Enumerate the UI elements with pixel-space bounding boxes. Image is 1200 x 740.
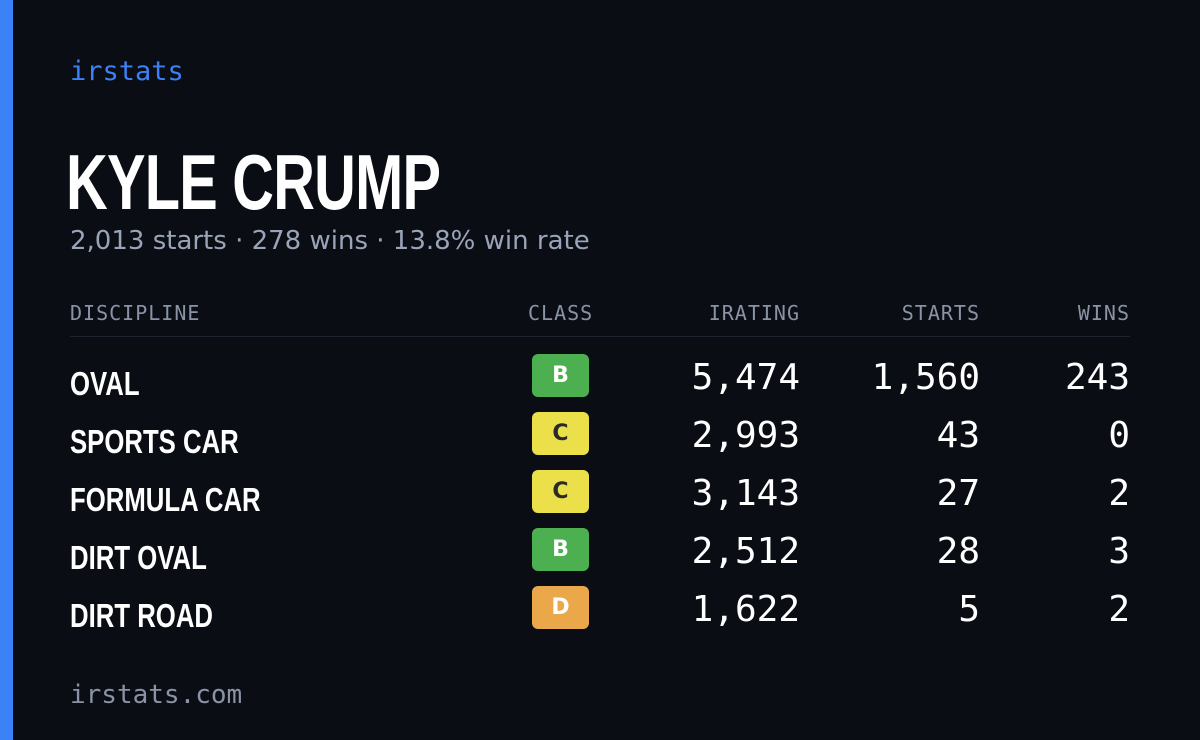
wins-value: 2 [1108,589,1130,630]
discipline-name: SPORTS CAR [70,423,239,460]
class-badge: C [532,470,589,513]
column-header-irating: IRATING [708,301,800,325]
stats-table-body: OVAL B 5,474 1,560 243 SPORTS CAR C 2,99… [70,350,1130,640]
starts-value: 28 [936,531,980,572]
discipline-name: OVAL [70,365,140,402]
driver-name: KYLE CRUMP [66,138,441,226]
column-header-starts: STARTS [901,301,980,325]
wins-value: 243 [1064,357,1130,398]
starts-value: 1,560 [871,357,980,398]
driver-summary: 2,013 starts · 278 wins · 13.8% win rate [70,226,590,256]
class-badge: C [532,412,589,455]
discipline-name: FORMULA CAR [70,481,261,518]
irating-value: 2,512 [691,531,800,572]
class-badge: D [532,586,589,629]
table-row: OVAL B 5,474 1,560 243 [70,350,1130,408]
irating-value: 5,474 [691,357,800,398]
wins-value: 0 [1108,415,1130,456]
class-badge: B [532,528,589,571]
discipline-name: DIRT OVAL [70,539,207,576]
wins-value: 3 [1108,531,1130,572]
column-header-class: CLASS [528,301,594,325]
accent-bar [0,0,13,740]
irating-value: 2,993 [691,415,800,456]
discipline-name: DIRT ROAD [70,597,213,634]
footer-site-url: irstats.com [70,680,243,710]
table-row: SPORTS CAR C 2,993 43 0 [70,408,1130,466]
starts-value: 43 [936,415,980,456]
irating-value: 3,143 [691,473,800,514]
starts-value: 5 [958,589,980,630]
column-header-discipline: DISCIPLINE [70,301,201,325]
wins-value: 2 [1108,473,1130,514]
stats-table-header: DISCIPLINE CLASS IRATING STARTS WINS [70,300,1130,337]
column-header-wins: WINS [1077,301,1130,325]
table-row: DIRT OVAL B 2,512 28 3 [70,524,1130,582]
irating-value: 1,622 [691,589,800,630]
table-row: DIRT ROAD D 1,622 5 2 [70,582,1130,640]
class-badge: B [532,354,589,397]
table-row: FORMULA CAR C 3,143 27 2 [70,466,1130,524]
brand-logo: irstats [70,56,184,87]
starts-value: 27 [936,473,980,514]
